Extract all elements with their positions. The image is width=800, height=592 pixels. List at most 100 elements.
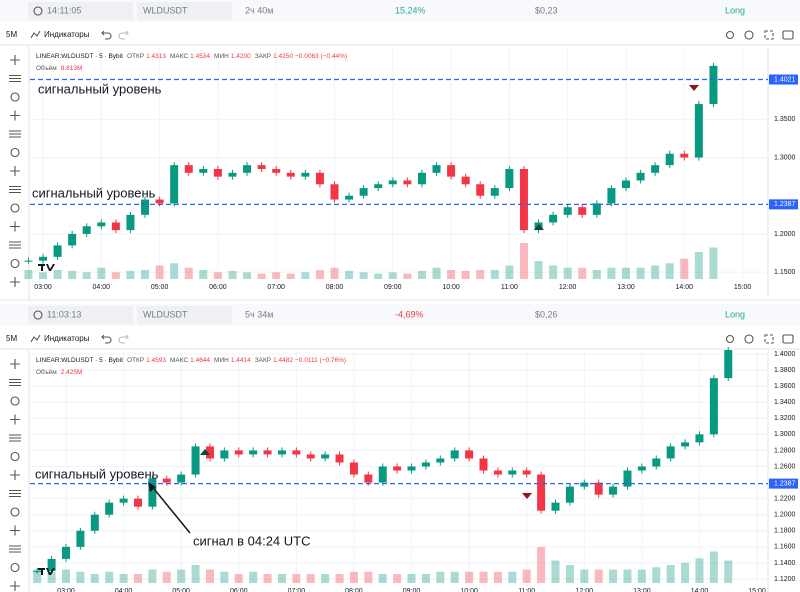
volume-bar <box>53 270 62 279</box>
y-tick-label: 1.1400 <box>774 560 796 567</box>
tool-icon[interactable] <box>9 185 21 194</box>
tool-icon[interactable] <box>10 562 20 573</box>
interval-button[interactable]: 5М <box>6 334 17 343</box>
level-label-bg <box>769 74 798 85</box>
volume-bar <box>580 569 589 583</box>
tool-icon[interactable] <box>9 489 21 498</box>
status-cell <box>28 2 133 20</box>
candle-body <box>126 214 135 231</box>
volume-bar <box>505 265 514 279</box>
sell-marker <box>689 85 699 91</box>
candle-body <box>447 165 456 177</box>
fullscreen-icon[interactable] <box>764 30 774 40</box>
x-tick-label: 14:00 <box>691 588 709 592</box>
volume-bar <box>680 258 689 279</box>
undo-button[interactable] <box>101 334 112 344</box>
volume-bar <box>119 574 128 583</box>
volume-bar <box>82 272 91 279</box>
volume-bar <box>709 551 718 583</box>
tool-icon[interactable] <box>9 378 21 387</box>
volume-bar <box>421 574 430 583</box>
tool-icon[interactable] <box>10 147 20 158</box>
y-tick-label: 1.1200 <box>774 576 796 583</box>
indicators-icon <box>30 30 41 39</box>
fullscreen-icon[interactable] <box>764 334 774 344</box>
tool-icon[interactable] <box>9 241 21 249</box>
annotation: сигнальный уровень <box>35 466 159 481</box>
candle-body <box>155 199 164 204</box>
redo-button[interactable] <box>118 334 129 344</box>
tool-icon[interactable] <box>10 277 20 287</box>
snapshot-icon[interactable] <box>782 334 794 344</box>
chart-legend: LINEAR:WLDUSDT · 5 · Bybit ОТКР 1.4313 МАКС… <box>36 53 347 60</box>
tool-icon[interactable] <box>10 110 20 121</box>
clock-icon <box>33 310 43 320</box>
candle-body <box>609 486 618 495</box>
tool-icon[interactable] <box>10 203 20 213</box>
volume-bar <box>519 243 528 279</box>
x-tick-label: 11:00 <box>501 284 518 291</box>
tool-icon[interactable] <box>9 74 21 83</box>
tool-icon[interactable] <box>10 581 20 591</box>
candle-body <box>476 184 485 196</box>
tool-icon[interactable] <box>10 507 20 517</box>
tool-icon[interactable] <box>10 396 20 406</box>
undo-button[interactable] <box>101 30 112 40</box>
settings-icon[interactable] <box>744 334 754 344</box>
candle-body <box>508 470 517 475</box>
indicators-button[interactable]: Индикаторы <box>44 30 90 39</box>
level-label-bg <box>769 478 798 489</box>
x-tick-label: 07:00 <box>288 588 306 592</box>
tool-icon[interactable] <box>10 166 20 176</box>
status-cell <box>28 306 133 324</box>
legend-value: 1.4313 <box>146 53 166 60</box>
volume-bar <box>666 565 675 583</box>
candle-body <box>184 165 193 173</box>
redo-button[interactable] <box>118 30 129 40</box>
legend-value: −0.0111 (−0.76%) <box>295 357 346 364</box>
settings-icon[interactable] <box>744 30 754 40</box>
candle-body <box>393 466 402 471</box>
tool-icon[interactable] <box>10 55 20 65</box>
tool-icon[interactable] <box>10 451 20 462</box>
legend-label: МИН <box>214 357 229 364</box>
candle-body <box>551 502 560 511</box>
candle-body <box>505 168 514 189</box>
volume-bar <box>76 571 85 583</box>
candle-body <box>378 466 387 483</box>
tool-icon[interactable] <box>9 434 21 442</box>
volume-bar <box>651 265 660 279</box>
candle-body <box>24 260 33 262</box>
status-cell <box>137 2 232 20</box>
candle-body <box>519 168 528 231</box>
tool-icon[interactable] <box>10 414 20 425</box>
search-icon[interactable] <box>725 334 735 344</box>
volume-bar <box>133 574 142 583</box>
snapshot-icon[interactable] <box>782 30 794 40</box>
legend-value: −0.0063 (−0.44%) <box>295 53 347 60</box>
volume-bar <box>522 569 531 583</box>
candle-body <box>301 172 310 177</box>
volume-bar <box>393 574 402 583</box>
tool-icon[interactable] <box>9 130 21 138</box>
tool-icon[interactable] <box>9 545 21 553</box>
tool-icon[interactable] <box>10 258 20 269</box>
tool-icon[interactable] <box>10 470 20 480</box>
search-icon[interactable] <box>725 30 735 40</box>
tool-icon[interactable] <box>10 525 20 536</box>
volume-bar <box>228 270 237 279</box>
x-tick-label: 10:00 <box>442 284 460 291</box>
legend-label: ОТКР <box>127 357 144 364</box>
indicators-button[interactable]: Индикаторы <box>44 334 90 343</box>
legend-label: МАКС <box>170 357 188 364</box>
candle-body <box>39 256 48 261</box>
volume-bar <box>695 558 704 583</box>
interval-button[interactable]: 5М <box>6 30 17 39</box>
volume-bar <box>388 272 397 279</box>
candle-body <box>345 195 354 200</box>
tool-icon[interactable] <box>10 221 20 232</box>
tool-icon[interactable] <box>10 92 20 102</box>
x-tick-label: 15:00 <box>734 284 752 291</box>
tool-icon[interactable] <box>10 359 20 369</box>
candle-body <box>432 165 441 173</box>
